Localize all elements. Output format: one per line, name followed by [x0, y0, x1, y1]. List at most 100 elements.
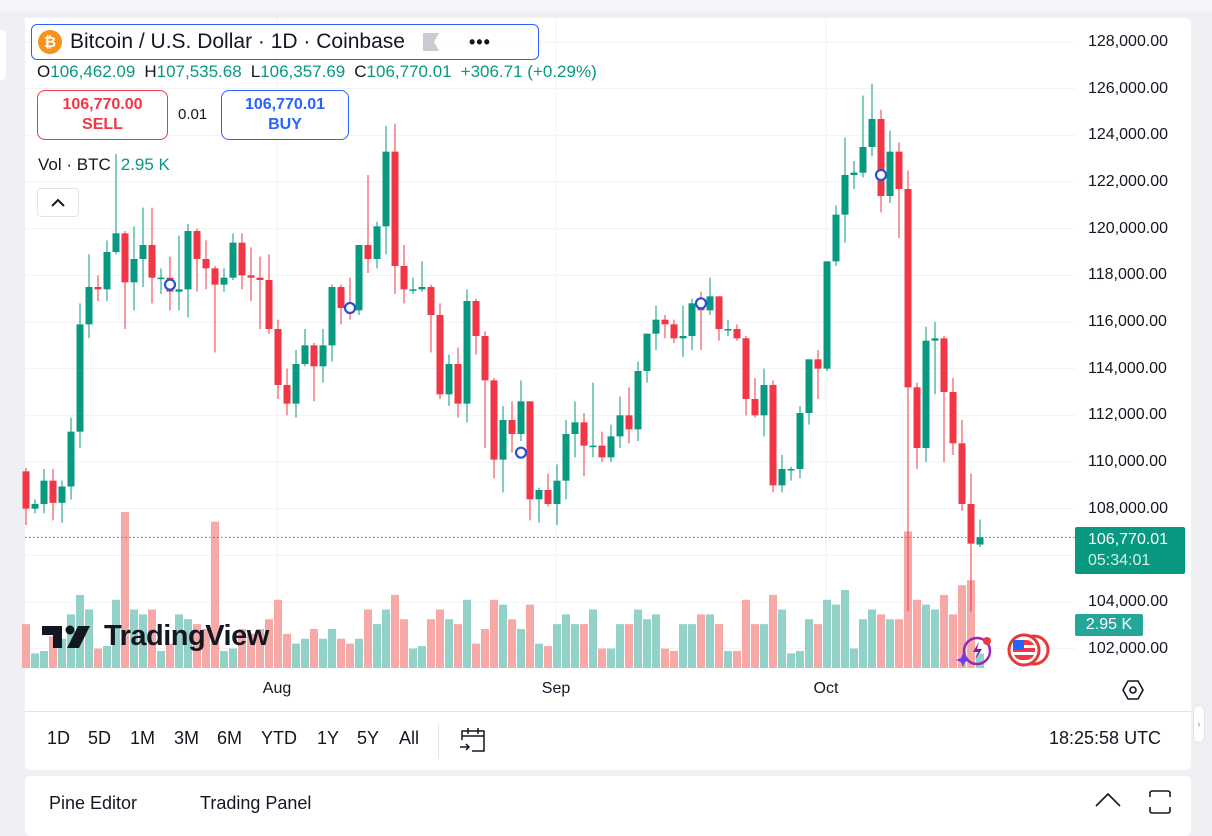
range-1m[interactable]: 1M — [130, 728, 156, 748]
volume-bar — [409, 648, 417, 668]
volume-bar — [526, 604, 534, 668]
range-all[interactable]: All — [399, 728, 420, 748]
range-1d[interactable]: 1D — [47, 728, 71, 748]
price-axis-tick: 108,000.00 — [1088, 499, 1169, 517]
ai-assistant-icon[interactable] — [955, 633, 995, 669]
candle-down — [22, 471, 30, 509]
chart-canvas[interactable] — [0, 0, 1212, 819]
maximize-panel-icon[interactable] — [1148, 789, 1172, 815]
price-axis-tick: 110,000.00 — [1088, 452, 1167, 470]
range-ytd[interactable]: YTD — [261, 728, 297, 748]
volume-bar — [940, 594, 948, 668]
high-value: 107,535.68 — [156, 62, 242, 81]
volume-bar — [193, 624, 201, 668]
volume-bar — [742, 599, 750, 668]
volume-bar — [346, 643, 354, 668]
price-axis-tick: 116,000.00 — [1088, 312, 1167, 330]
candle-down — [715, 296, 723, 329]
volume-bar — [823, 599, 831, 668]
sell-price: 106,770.00 — [62, 96, 143, 113]
open-value: 106,462.09 — [50, 62, 136, 81]
candle-down — [310, 345, 318, 367]
high-label: H — [144, 62, 157, 81]
candle-down — [211, 268, 219, 285]
volume-bar — [724, 650, 732, 668]
expand-panel-icon[interactable] — [1094, 790, 1122, 810]
volume-bar — [427, 619, 435, 668]
candle-down — [490, 380, 498, 460]
volume-legend[interactable]: Vol · BTC 2.95 K — [38, 155, 170, 175]
collapse-legend-button[interactable] — [37, 188, 79, 217]
candle-up — [688, 303, 696, 336]
time-axis-label-sep: Sep — [541, 680, 571, 697]
candle-down — [940, 338, 948, 392]
symbol-legend[interactable]: ₿ Bitcoin / U.S. Dollar · 1D · Coinbase … — [31, 24, 539, 60]
tab-pine-editor[interactable]: Pine Editor — [49, 793, 138, 813]
volume-bar — [328, 629, 336, 668]
volume-bar — [634, 609, 642, 668]
range-6m[interactable]: 6M — [217, 728, 243, 748]
close-label: C — [354, 62, 367, 81]
volume-bar — [148, 609, 156, 668]
us-economic-events-icon[interactable] — [1006, 632, 1052, 668]
candle-down — [580, 422, 588, 446]
price-axis-tick: 118,000.00 — [1088, 266, 1167, 284]
watermark-text: TradingView — [104, 620, 269, 652]
volume-bar — [103, 646, 111, 668]
volume-bar — [175, 614, 183, 668]
price-axis-tick: 122,000.00 — [1088, 172, 1169, 190]
volume-bar — [787, 653, 795, 668]
price-axis-tick: 114,000.00 — [1088, 359, 1167, 377]
volume-bar — [679, 624, 687, 668]
candle-up — [823, 261, 831, 369]
range-5d[interactable]: 5D — [88, 728, 112, 748]
volume-bar — [22, 624, 30, 668]
candle-up — [517, 401, 525, 434]
candle-down — [436, 314, 444, 395]
symbol-title[interactable]: Bitcoin / U.S. Dollar · 1D · Coinbase — [70, 30, 405, 53]
tab-trading-panel[interactable]: Trading Panel — [200, 793, 312, 813]
volume-bar — [157, 650, 165, 668]
volume-bar — [688, 624, 696, 668]
candle-up — [319, 345, 327, 367]
volume-bar — [247, 633, 255, 668]
volume-bar — [166, 643, 174, 668]
range-5y[interactable]: 5Y — [357, 728, 380, 748]
volume-bar — [805, 619, 813, 668]
candle-up — [652, 319, 660, 334]
buy-button[interactable]: 106,770.01 BUY — [221, 90, 349, 140]
sell-button[interactable]: 106,770.00 SELL — [37, 90, 168, 140]
candle-up — [157, 277, 165, 280]
volume-bar — [130, 609, 138, 668]
more-options-icon[interactable]: ••• — [468, 31, 491, 52]
chart-settings-icon[interactable] — [1122, 679, 1144, 701]
candle-up — [418, 286, 426, 290]
candle-up — [868, 118, 876, 147]
candle-up — [328, 286, 336, 346]
candle-down — [256, 277, 264, 280]
flag-icon[interactable] — [422, 33, 439, 51]
candle-down — [814, 359, 822, 369]
volume-bar — [715, 624, 723, 668]
candle-up — [112, 233, 120, 252]
buy-label: BUY — [268, 116, 302, 133]
scroll-right-handle[interactable]: › — [1193, 705, 1205, 743]
volume-bar — [238, 629, 246, 668]
candle-up — [103, 251, 111, 290]
timezone-clock[interactable]: 18:25:58 UTC — [1049, 728, 1162, 748]
range-1y[interactable]: 1Y — [317, 728, 340, 748]
candle-down — [967, 503, 975, 544]
candle-down — [427, 286, 435, 315]
price-axis-tick: 126,000.00 — [1088, 79, 1169, 97]
volume-bar — [868, 609, 876, 668]
go-to-date-icon[interactable] — [458, 726, 488, 754]
range-3m[interactable]: 3M — [174, 728, 200, 748]
volume-title: Vol · BTC — [38, 155, 111, 174]
volume-bar — [625, 624, 633, 668]
volume-bar — [292, 643, 300, 668]
volume-bar — [58, 638, 66, 668]
browser-top-strip — [0, 0, 1212, 12]
last-price: 106,770.01 — [1088, 531, 1169, 548]
volume-bar — [436, 609, 444, 668]
candle-up — [301, 345, 309, 364]
